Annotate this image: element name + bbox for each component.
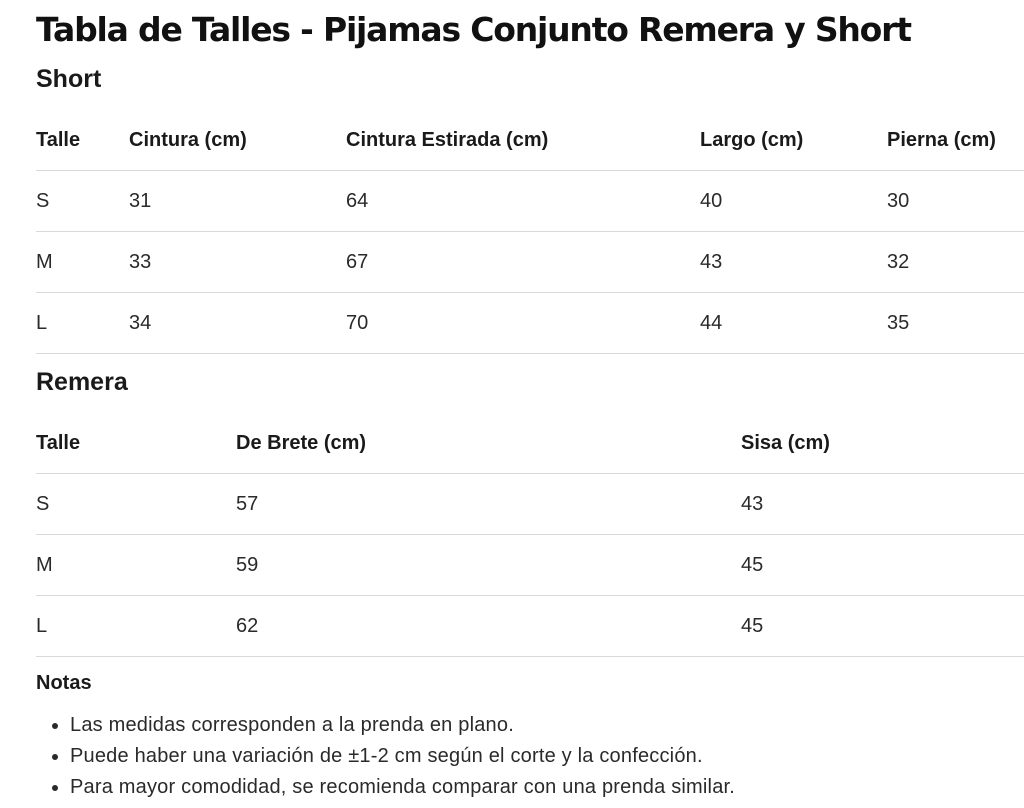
table-cell: 45: [741, 534, 1024, 596]
column-header-talle: Talle: [36, 413, 236, 474]
table-row: L 62 45: [36, 595, 1024, 657]
size-cell: S: [36, 170, 129, 232]
column-header-cintura: Cintura (cm): [129, 110, 346, 171]
table-cell: 67: [346, 231, 700, 293]
size-cell: M: [36, 231, 129, 293]
size-cell: L: [36, 292, 129, 354]
table-header-row: Talle Cintura (cm) Cintura Estirada (cm)…: [36, 110, 1024, 171]
table-cell: 43: [700, 231, 887, 293]
table-cell: 64: [346, 170, 700, 232]
list-item: Para mayor comodidad, se recomienda comp…: [70, 772, 735, 803]
table-row: M 59 45: [36, 534, 1024, 596]
size-cell: S: [36, 473, 236, 535]
notes-title: Notas: [36, 672, 92, 694]
table-cell: 45: [741, 595, 1024, 657]
table-row: S 57 43: [36, 473, 1024, 535]
column-header-de-brete: De Brete (cm): [236, 413, 741, 474]
table-header-row: Talle De Brete (cm) Sisa (cm): [36, 413, 1024, 474]
table-cell: 62: [236, 595, 741, 657]
table-cell: 44: [700, 292, 887, 354]
remera-size-table: Talle De Brete (cm) Sisa (cm) S 57 43 M …: [36, 413, 1024, 657]
short-size-table: Talle Cintura (cm) Cintura Estirada (cm)…: [36, 110, 1024, 354]
list-item: Las medidas corresponden a la prenda en …: [70, 710, 735, 741]
column-header-sisa: Sisa (cm): [741, 413, 1024, 474]
table-cell: 59: [236, 534, 741, 596]
table-cell: 35: [887, 292, 1024, 354]
table-cell: 34: [129, 292, 346, 354]
table-cell: 57: [236, 473, 741, 535]
size-cell: M: [36, 534, 236, 596]
table-cell: 31: [129, 170, 346, 232]
size-cell: L: [36, 595, 236, 657]
table-cell: 33: [129, 231, 346, 293]
table-row: L 34 70 44 35: [36, 292, 1024, 354]
table-cell: 43: [741, 473, 1024, 535]
table-cell: 40: [700, 170, 887, 232]
table-cell: 30: [887, 170, 1024, 232]
page-title: Tabla de Talles - Pijamas Conjunto Remer…: [36, 10, 912, 49]
notes-list: Las medidas corresponden a la prenda en …: [36, 710, 735, 803]
table-cell: 70: [346, 292, 700, 354]
table-row: M 33 67 43 32: [36, 231, 1024, 293]
table-cell: 32: [887, 231, 1024, 293]
column-header-cintura-estirada: Cintura Estirada (cm): [346, 110, 700, 171]
column-header-talle: Talle: [36, 110, 129, 171]
column-header-largo: Largo (cm): [700, 110, 887, 171]
column-header-pierna: Pierna (cm): [887, 110, 1024, 171]
short-section-title: Short: [36, 65, 102, 93]
remera-section-title: Remera: [36, 368, 128, 396]
list-item: Puede haber una variación de ±1-2 cm seg…: [70, 741, 735, 772]
table-row: S 31 64 40 30: [36, 170, 1024, 232]
